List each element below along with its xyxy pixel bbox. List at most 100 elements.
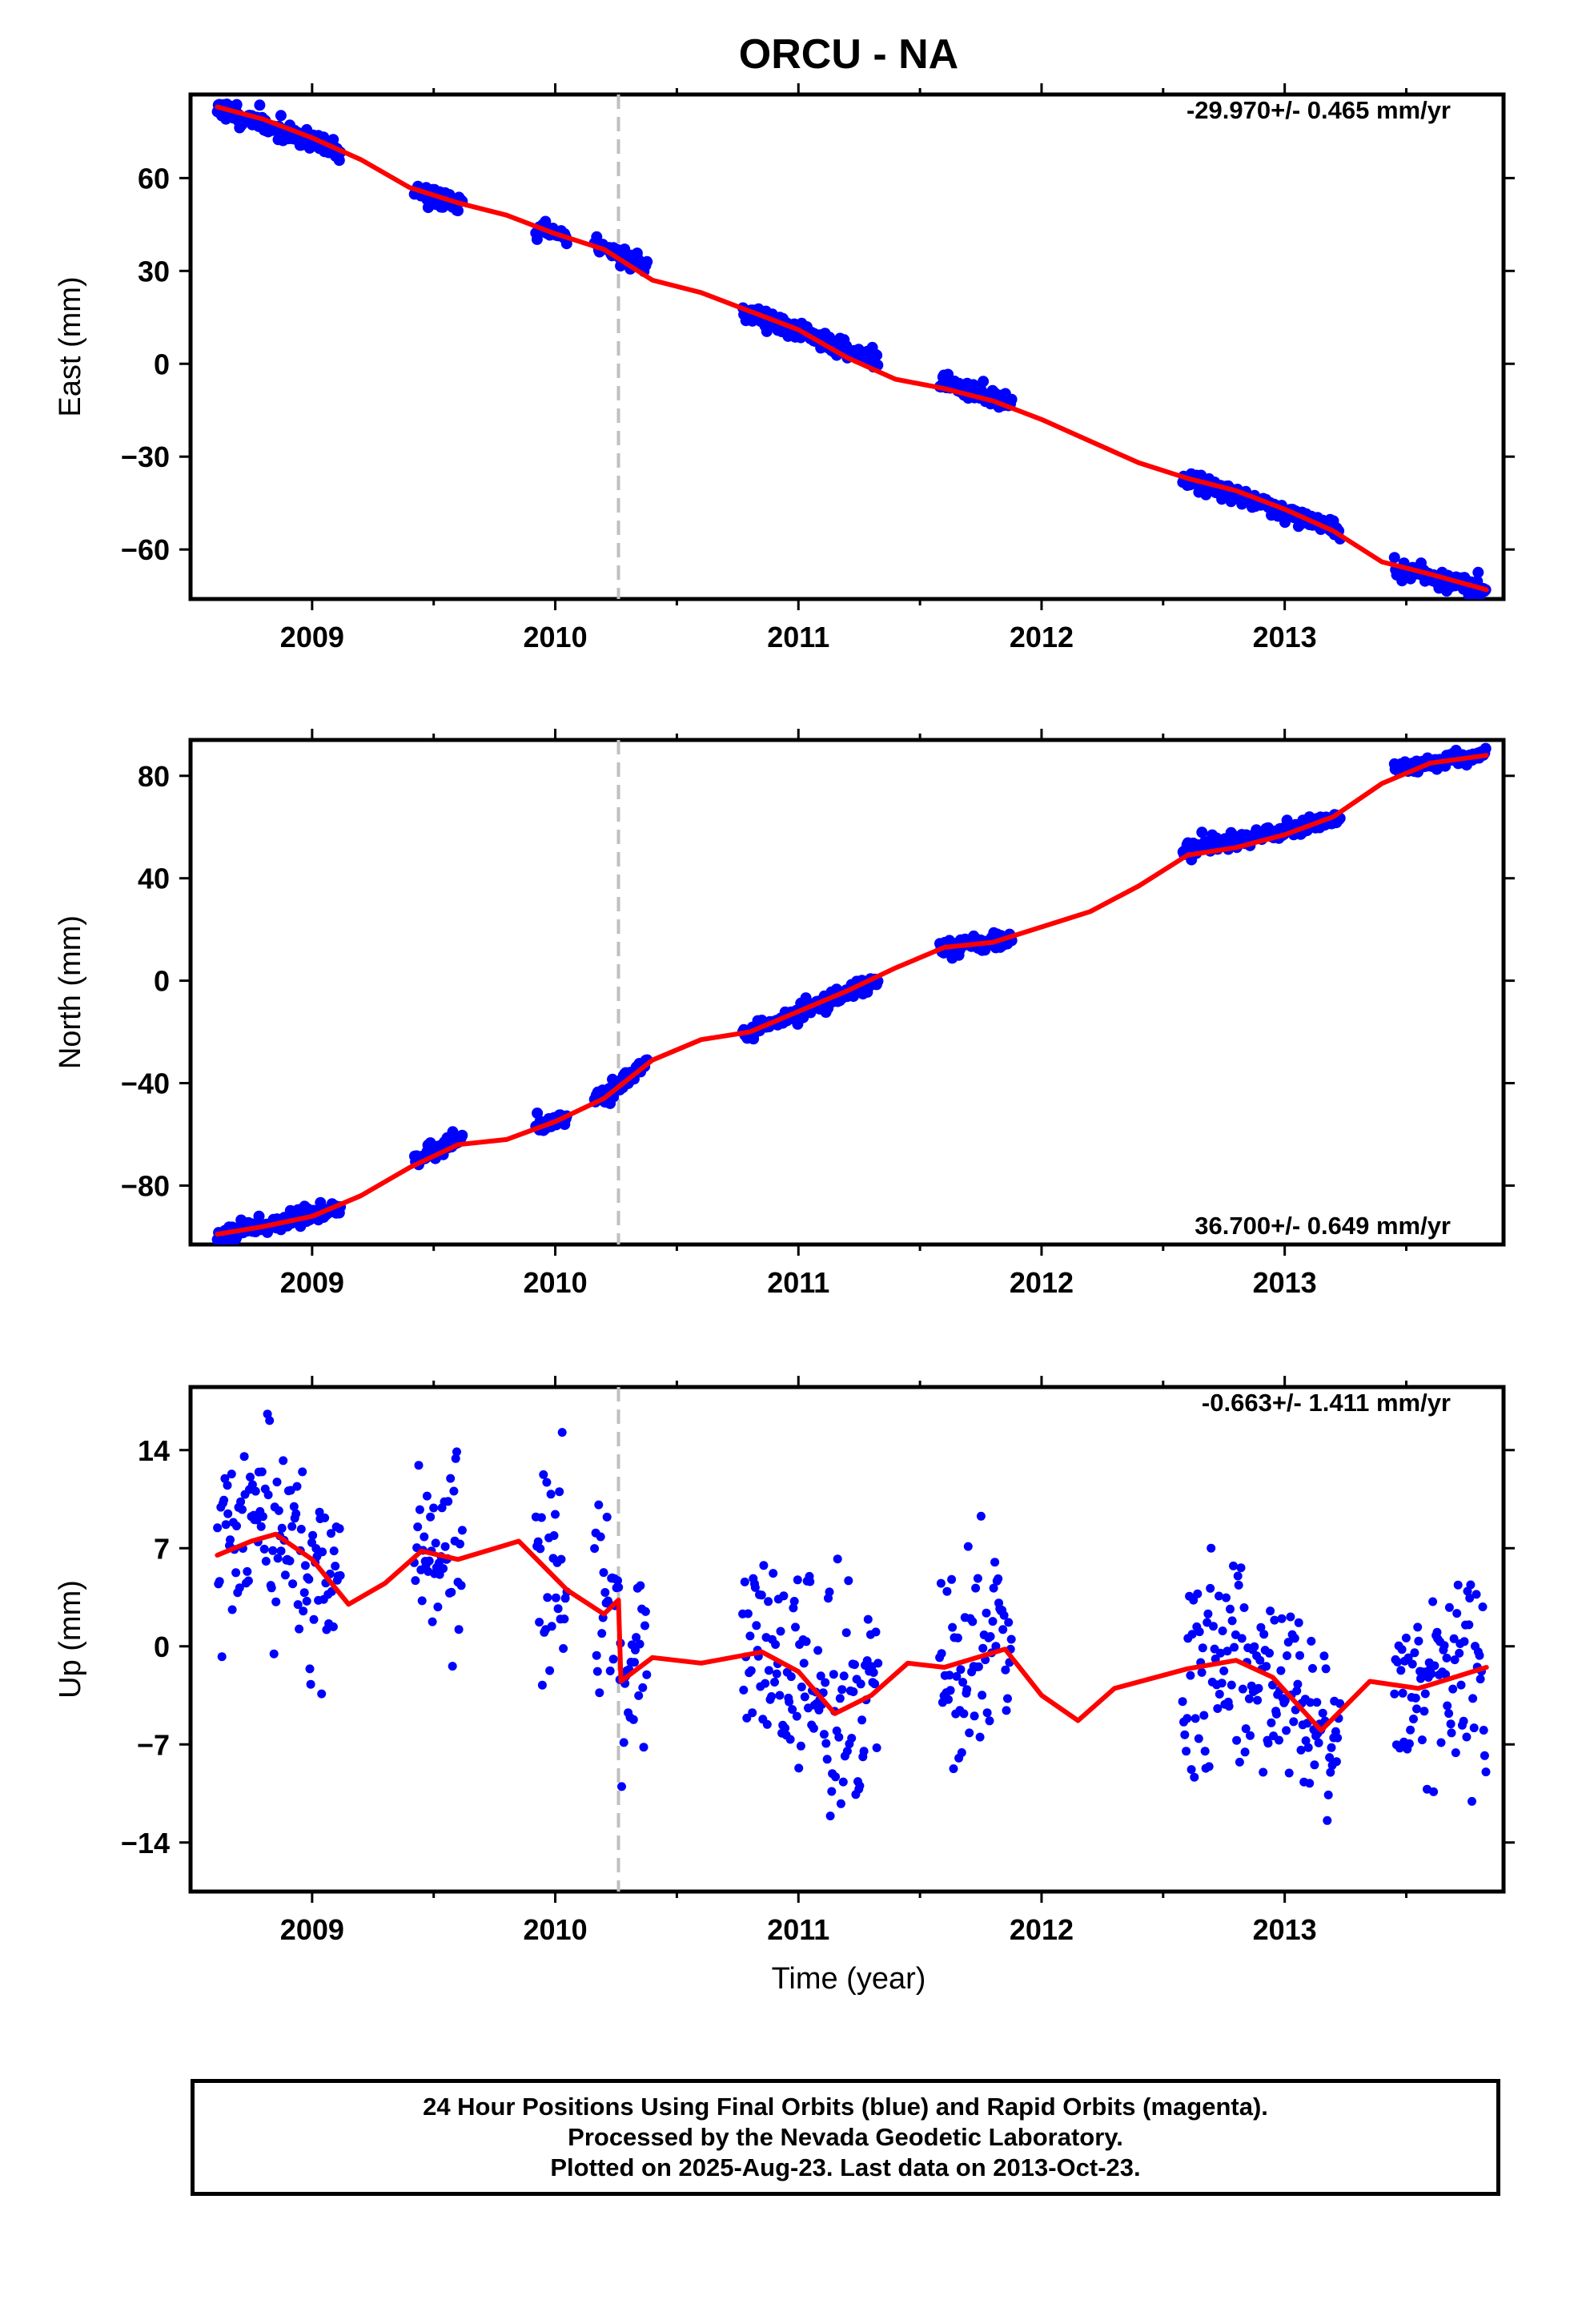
data-point xyxy=(1480,1751,1489,1760)
x-tick-label: 2012 xyxy=(1010,1266,1074,1299)
data-point xyxy=(424,1556,434,1566)
data-point xyxy=(869,1668,878,1677)
data-point xyxy=(1198,1643,1207,1653)
data-point xyxy=(1319,1651,1329,1661)
data-point xyxy=(641,255,653,267)
data-point xyxy=(1196,826,1208,838)
data-point xyxy=(862,1656,872,1666)
data-point xyxy=(457,1526,467,1535)
data-point xyxy=(456,1129,468,1141)
data-point xyxy=(819,1730,829,1739)
data-point xyxy=(788,1705,797,1715)
data-point xyxy=(1446,1719,1456,1729)
data-point xyxy=(267,1583,276,1593)
data-point xyxy=(246,1472,255,1482)
data-point xyxy=(595,1688,604,1698)
data-point xyxy=(288,1579,298,1589)
y-tick-label: 0 xyxy=(154,965,170,998)
data-point xyxy=(300,1561,310,1570)
data-point xyxy=(231,99,243,111)
data-point xyxy=(988,1617,998,1626)
data-point xyxy=(259,1544,269,1554)
data-point xyxy=(537,1680,547,1690)
data-point xyxy=(1472,566,1484,578)
model-curve xyxy=(215,753,1489,1237)
data-point xyxy=(1271,1709,1281,1719)
data-point xyxy=(1227,1680,1236,1690)
data-point xyxy=(617,1782,626,1791)
data-point xyxy=(1464,1620,1474,1630)
data-point xyxy=(743,1609,753,1618)
data-point xyxy=(305,1664,315,1674)
data-point xyxy=(1469,1723,1479,1733)
data-point xyxy=(298,1467,307,1477)
data-point xyxy=(1216,1648,1225,1658)
data-point xyxy=(1244,1694,1254,1703)
data-point xyxy=(1204,1762,1214,1771)
data-point xyxy=(1207,1543,1216,1553)
data-point xyxy=(842,1747,852,1756)
data-point xyxy=(226,1535,235,1545)
data-point xyxy=(1429,1787,1439,1796)
data-point xyxy=(1193,1589,1203,1598)
data-point xyxy=(295,1624,304,1634)
y-tick-label: 80 xyxy=(138,760,170,793)
x-tick-label: 2009 xyxy=(280,1913,344,1946)
data-point xyxy=(1450,1655,1460,1665)
data-point xyxy=(299,1606,308,1616)
data-point xyxy=(821,1739,831,1748)
data-point xyxy=(256,1522,266,1531)
data-point xyxy=(785,1697,794,1707)
data-point xyxy=(1479,1726,1488,1735)
data-point xyxy=(1255,1655,1265,1665)
data-point xyxy=(411,1576,420,1586)
data-point xyxy=(263,1490,273,1500)
data-point xyxy=(560,1614,569,1624)
data-point xyxy=(272,1478,282,1487)
data-point xyxy=(1414,1636,1423,1646)
data-point xyxy=(1441,1670,1451,1679)
data-point xyxy=(289,1502,299,1511)
data-point xyxy=(1240,1747,1250,1757)
data-point xyxy=(542,1478,552,1487)
data-point xyxy=(556,1554,566,1564)
data-point xyxy=(1456,1680,1466,1690)
data-point xyxy=(536,1513,546,1522)
rate-annotation: -29.970+/- 0.465 mm/yr xyxy=(1186,96,1451,124)
y-tick-label: −14 xyxy=(121,1827,170,1860)
data-point xyxy=(1283,1638,1293,1647)
data-point xyxy=(1215,1690,1224,1699)
data-point xyxy=(320,1513,330,1522)
data-point xyxy=(261,1557,271,1566)
data-point xyxy=(1259,1767,1268,1777)
data-point xyxy=(949,1764,958,1774)
data-point xyxy=(533,1537,543,1546)
data-point xyxy=(998,1625,1008,1634)
data-point xyxy=(1292,1686,1302,1695)
plot-frame xyxy=(188,1385,1506,1894)
data-point xyxy=(1180,1730,1190,1739)
data-point xyxy=(1277,1614,1287,1623)
rate-annotation: -0.663+/- 1.411 mm/yr xyxy=(1202,1389,1451,1417)
data-point xyxy=(1195,1627,1204,1637)
chart-panel-2: 2009 2010 2011 2012 2013 −80 −40 0 40 80 North (mm… xyxy=(54,729,1515,1299)
data-point xyxy=(1275,1735,1283,1745)
data-point xyxy=(800,1692,809,1702)
data-point xyxy=(446,1474,456,1483)
data-point xyxy=(1230,1642,1239,1652)
data-point xyxy=(1393,1657,1403,1667)
data-point xyxy=(276,1546,286,1556)
data-point xyxy=(632,1633,641,1642)
data-point xyxy=(1250,1642,1259,1651)
data-point xyxy=(1413,1622,1423,1632)
data-point xyxy=(613,1576,622,1586)
data-point xyxy=(1333,1733,1343,1743)
data-point xyxy=(999,1610,1009,1620)
data-point xyxy=(1388,552,1400,564)
model-curve xyxy=(215,1531,1489,1733)
data-point xyxy=(596,1532,605,1542)
x-tick-label: 2011 xyxy=(767,1913,829,1946)
data-point xyxy=(415,1505,424,1514)
data-point xyxy=(1276,1666,1286,1675)
data-point xyxy=(328,1622,338,1631)
